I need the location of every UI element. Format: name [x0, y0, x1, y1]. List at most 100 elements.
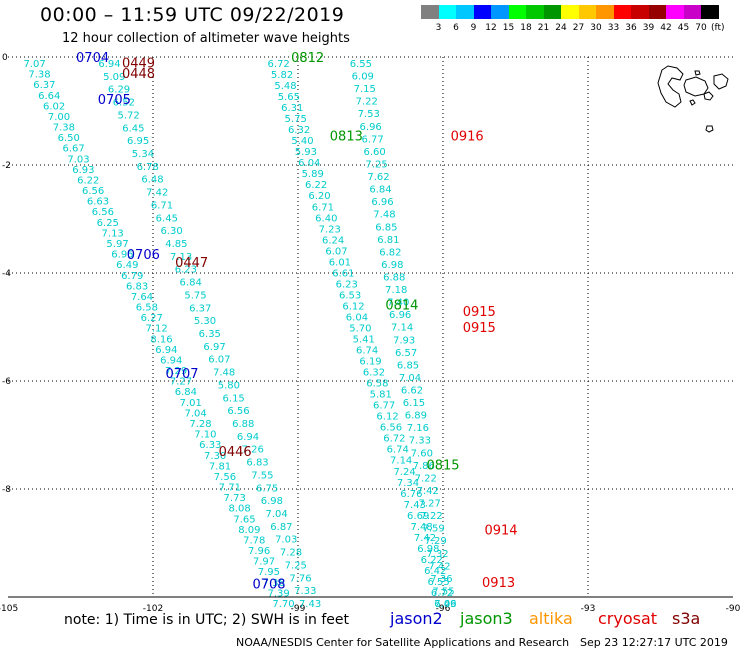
wave-height-point-altika: 6.29	[108, 85, 130, 96]
y-tick-label: -2	[2, 161, 11, 171]
time-label-jason3: 0813	[330, 129, 363, 144]
colorbar-swatch	[491, 5, 509, 19]
wave-height-point-altika: 6.35	[199, 329, 221, 340]
wave-height-point-jason3: 6.71	[312, 202, 334, 213]
wave-height-point-jason2: 7.07	[23, 59, 45, 70]
wave-height-point-altika: 6.56	[227, 406, 249, 417]
wave-height-point-jason2: 6.56	[82, 186, 104, 197]
wave-height-point-altika: 6.98	[261, 496, 283, 507]
colorbar-swatch	[438, 5, 456, 19]
wave-height-point-altika: 7.55	[251, 470, 273, 481]
wave-height-point-jason2: 7.39	[267, 588, 289, 599]
wave-height-point-altika: 7.25	[285, 560, 307, 571]
time-label-jason2: 0708	[252, 578, 285, 593]
wave-height-point-cryosat: 6.98	[381, 260, 403, 271]
wave-height-point-altika: 6.30	[160, 226, 182, 237]
wave-height-point-jason3: 6.12	[376, 412, 398, 423]
colorbar-swatch	[596, 5, 614, 19]
wave-height-point-cryosat: 6.81	[377, 235, 399, 246]
wave-height-point-cryosat: 6.88	[383, 272, 405, 283]
wave-height-point-jason3: 6.61	[332, 268, 354, 279]
wave-height-point-jason3: 5.89	[302, 169, 324, 180]
wave-height-point-cryosat: 7.29	[424, 536, 446, 547]
wave-height-point-jason2: 6.63	[87, 197, 109, 208]
wave-height-point-jason2: 7.27	[170, 377, 192, 388]
legend-jason2: jason2	[390, 609, 443, 628]
colorbar-swatch	[508, 5, 526, 19]
wave-height-point-jason2: 7.56	[214, 472, 236, 483]
wave-height-point-altika: 6.37	[189, 303, 211, 314]
wave-height-point-cryosat: 7.14	[391, 323, 413, 334]
wave-height-point-jason2: 6.94	[155, 345, 177, 356]
wave-height-point-cryosat: 7.59	[422, 524, 444, 535]
legend-altika: altika	[529, 609, 573, 628]
wave-height-point-altika: 6.07	[208, 355, 230, 366]
y-tick-label: -8	[2, 485, 11, 495]
wave-height-point-altika: 6.84	[180, 278, 202, 289]
wave-height-point-cryosat: 6.96	[371, 197, 393, 208]
wave-height-point-jason3: 6.40	[315, 213, 337, 224]
colorbar-label: 15	[502, 23, 515, 33]
colorbar-label: 27	[572, 23, 585, 33]
wave-height-point-altika: 7.42	[146, 188, 168, 199]
wave-height-point-jason3: 6.07	[325, 246, 347, 257]
wave-height-point-cryosat: 7.42	[428, 561, 450, 572]
time-label-s3a: 0446	[219, 445, 252, 460]
wave-height-point-cryosat: 7.04	[399, 373, 421, 384]
wave-height-point-cryosat: 7.36	[430, 574, 452, 585]
wave-height-point-cryosat: 6.55	[350, 59, 372, 70]
colorbar-swatch	[561, 5, 579, 19]
time-label-jason3: 0815	[426, 459, 459, 474]
wave-height-point-altika: 6.83	[246, 458, 268, 469]
wave-height-point-jason2: 6.94	[160, 355, 182, 366]
wave-height-point-jason2: 7.71	[219, 483, 241, 494]
colorbar-swatch	[543, 5, 561, 19]
wave-height-point-jason2: 6.27	[141, 313, 163, 324]
time-label-jason2: 0704	[76, 51, 109, 66]
wave-height-point-jason2: 6.25	[97, 218, 119, 229]
time-label-jason2: 0707	[165, 367, 198, 382]
wave-height-point-cryosat: 6.60	[363, 147, 385, 158]
wave-height-point-jason3: 6.49	[434, 599, 456, 610]
wave-height-point-altika: 7.13	[170, 252, 192, 263]
wave-height-point-altika: 7.04	[266, 509, 288, 520]
wave-height-point-jason3: 6.72	[383, 434, 405, 445]
x-tick-label: -90	[726, 604, 740, 614]
wave-height-point-cryosat: 6.77	[362, 134, 384, 145]
wave-height-point-altika: 6.87	[270, 522, 292, 533]
wave-height-point-altika: 6.15	[223, 393, 245, 404]
wave-height-point-jason3: 6.74	[356, 346, 378, 357]
wave-height-point-altika: 5.34	[132, 149, 154, 160]
wave-height-point-jason2: 6.33	[199, 440, 221, 451]
wave-height-point-cryosat: 7.18	[385, 285, 407, 296]
time-label-cryosat: 0915	[463, 305, 496, 320]
wave-height-point-jason3: 5.82	[271, 70, 293, 81]
wave-height-point-jason2: 7.29	[165, 366, 187, 377]
colorbar-label: 3	[435, 23, 442, 33]
wave-height-point-altika: 5.75	[184, 290, 206, 301]
time-label-jason3: 0814	[385, 298, 418, 313]
wave-height-point-jason2: 8.09	[238, 525, 260, 536]
colorbar-label: 9	[470, 23, 477, 33]
wave-height-point-jason2: 7.00	[48, 112, 70, 123]
wave-height-point-cryosat: 7.55	[432, 586, 454, 597]
chart-title: 00:00 – 11:59 UTC 09/22/2019	[40, 4, 345, 26]
wave-height-point-altika: 5.09	[103, 72, 125, 83]
wave-height-point-jason3: 6.22	[421, 555, 443, 566]
y-tick-label: 0	[2, 53, 8, 63]
colorbar-label: 24	[555, 23, 567, 33]
colorbar-swatch	[456, 5, 474, 19]
wave-height-point-jason3: 6.77	[373, 401, 395, 412]
wave-height-point-altika: 6.45	[122, 123, 144, 134]
wave-height-point-cryosat: 6.62	[401, 386, 423, 397]
colorbar-swatch	[526, 5, 544, 19]
colorbar-label: 12	[485, 23, 497, 33]
wave-height-point-cryosat: 7.42	[417, 486, 439, 497]
wave-height-point-jason2: 6.58	[136, 303, 158, 314]
colorbar-label: 21	[537, 23, 550, 33]
wave-height-point-altika: 6.75	[256, 483, 278, 494]
time-label-jason3: 0812	[291, 51, 324, 66]
wave-height-point-jason2: 7.73	[224, 493, 246, 504]
wave-height-point-jason2: 7.38	[53, 123, 75, 134]
